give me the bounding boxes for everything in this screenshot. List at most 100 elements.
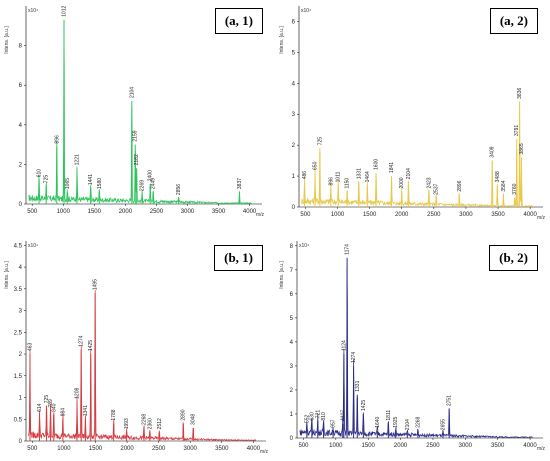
peak-label-2856: 2856	[176, 184, 182, 195]
peak-label-1600: 1600	[374, 159, 380, 170]
peak-label-1993: 1993	[124, 418, 130, 429]
peak-label-610: 610	[37, 169, 43, 178]
x-tick-label: 3500	[212, 209, 226, 215]
peak-label-3837: 3837	[237, 178, 243, 189]
x-tick-label: 3500	[215, 446, 229, 452]
y-tick-label: 0	[19, 202, 23, 208]
spectrum-trace	[301, 101, 533, 208]
y-axis-label: Intens. [a.u.]	[4, 26, 10, 54]
peak-label-3488: 3488	[495, 171, 501, 182]
peak-label-1107: 1107	[340, 410, 346, 421]
peak-label-1221: 1221	[74, 154, 80, 165]
peak-label-2104: 2104	[406, 168, 412, 179]
peak-label-650: 650	[313, 161, 319, 170]
peak-label-725: 725	[44, 395, 50, 404]
y-tick-label: 6	[19, 83, 23, 89]
peak-label-1065: 1065	[65, 178, 71, 189]
y-exponent-label: x10⁴	[299, 243, 309, 249]
peak-label-1495: 1495	[93, 279, 99, 290]
x-tick-label: 3000	[459, 212, 473, 218]
peak-label-789: 789	[48, 399, 54, 408]
spectrum-plot-a2: Intens. [a.u.] x10⁴ m/z 0 1 2 3 4 5 6 500 1000 1500 2…	[279, 6, 546, 221]
peak-label-1640: 1640	[375, 416, 381, 427]
x-tick-label: 3000	[181, 209, 195, 215]
peak-label-2269: 2269	[140, 180, 146, 191]
y-tick-label: 4	[19, 265, 23, 271]
panel-title-b2: (b, 2)	[489, 245, 538, 271]
x-tick-label: 4000	[523, 212, 537, 218]
peak-label-2182: 2182	[134, 154, 140, 165]
peak-label-3865: 3865	[519, 143, 525, 154]
peak-label-2449: 2449	[151, 178, 157, 189]
x-tick-label: 2500	[152, 446, 166, 452]
peak-label-2268: 2268	[141, 414, 147, 425]
peak-label-3791: 3791	[514, 125, 520, 136]
peak-label-721: 721	[315, 410, 321, 419]
x-tick-label: 4000	[247, 446, 261, 452]
peak-label-1274: 1274	[351, 352, 357, 363]
peak-label-2890: 2890	[181, 409, 187, 420]
peak-label-840: 840	[51, 403, 57, 412]
x-tick-label: 1000	[57, 446, 71, 452]
x-tick-label: 3500	[491, 443, 505, 449]
peak-label-2104: 2104	[405, 419, 411, 430]
x-tick-label: 2000	[394, 443, 408, 449]
y-tick-label: 4	[292, 81, 296, 87]
peak-label-3836: 3836	[517, 88, 523, 99]
peak-label-1925: 1925	[393, 416, 399, 427]
spectrum-plot-b2: Intens. [a.u.] x10⁴ m/z 0 1 2 3 4 5 6 7 8 500 1000 150…	[279, 241, 545, 452]
y-tick-label: 8	[290, 244, 294, 250]
peak-label-2423: 2423	[426, 177, 432, 188]
x-axis-label: m/z	[260, 449, 269, 455]
x-axis-label: m/z	[537, 215, 546, 221]
peak-label-1331: 1331	[356, 168, 362, 179]
x-tick-label: 500	[27, 209, 38, 215]
y-tick-label: 2	[292, 143, 296, 149]
spectrum-trace	[299, 266, 533, 439]
peak-label-1274: 1274	[79, 335, 85, 346]
x-axis-label: m/z	[256, 212, 265, 218]
y-tick-label: 6	[292, 19, 296, 25]
peak-label-2000: 2000	[399, 177, 405, 188]
peak-label-2896: 2896	[457, 180, 463, 191]
peak-label-725: 725	[44, 175, 50, 184]
x-tick-label: 2500	[426, 443, 440, 449]
x-tick-label: 1500	[88, 209, 102, 215]
y-tick-label: 1	[19, 396, 23, 402]
peak-label-1425: 1425	[361, 400, 367, 411]
x-tick-label: 2000	[120, 446, 134, 452]
peak-label-1425: 1425	[88, 340, 94, 351]
x-tick-label: 1000	[331, 212, 345, 218]
y-tick-label: 4.5	[14, 243, 23, 249]
x-tick-label: 3500	[491, 212, 505, 218]
spectrum-panel-b2: Intens. [a.u.] x10⁴ m/z 0 1 2 3 4 5 6 7 8 500 1000 150…	[275, 231, 550, 461]
peak-label-614: 614	[37, 403, 43, 412]
peak-label-1012: 1012	[62, 6, 68, 17]
peak-label-1150: 1150	[345, 178, 351, 189]
peak-label-984: 984	[60, 408, 66, 417]
y-tick-label: 1.5	[14, 374, 23, 380]
y-exponent-label: x10⁴	[301, 8, 311, 14]
y-tick-label: 2.5	[14, 330, 23, 336]
y-tick-label: 5	[290, 316, 294, 322]
x-tick-label: 2500	[150, 209, 164, 215]
spectrum-plot-b1: Intens. [a.u.] x10⁴ m/z 0 0.5 1 1.5 2 2.5 3 3.5 4 4.…	[4, 241, 269, 455]
peak-label-1174: 1174	[345, 244, 351, 255]
peak-label-2360: 2360	[147, 418, 153, 429]
peak-label-896: 896	[328, 177, 334, 186]
y-tick-label: 3	[290, 364, 294, 370]
x-tick-label: 500	[298, 443, 309, 449]
x-tick-label: 1000	[57, 209, 71, 215]
x-tick-label: 1500	[362, 443, 376, 449]
peak-label-1441: 1441	[88, 174, 94, 185]
y-tick-label: 3.5	[14, 287, 23, 293]
y-tick-label: 0.5	[14, 417, 23, 423]
spectrum-panel-a2: Intens. [a.u.] x10⁴ m/z 0 1 2 3 4 5 6 500 1000 1500 2…	[275, 0, 550, 230]
x-tick-label: 4000	[523, 443, 537, 449]
peak-label-2512: 2512	[157, 418, 163, 429]
peak-label-2268: 2268	[415, 416, 421, 427]
peak-label-2537: 2537	[434, 183, 440, 194]
peak-label-1011: 1011	[336, 171, 342, 182]
peak-label-2159: 2159	[133, 130, 139, 141]
peak-label-1124: 1124	[341, 340, 347, 351]
